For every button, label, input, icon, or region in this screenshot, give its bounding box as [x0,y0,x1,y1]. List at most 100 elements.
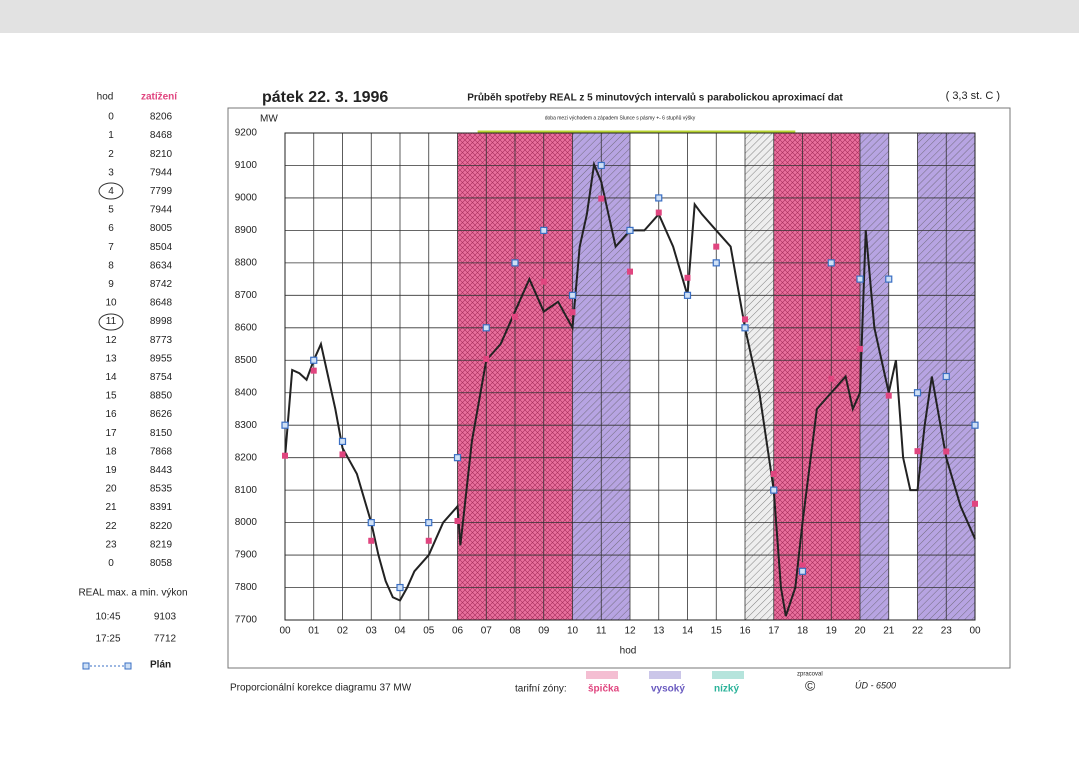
plan-point [367,518,375,527]
x-tick-label: 00 [969,626,981,637]
load-point [282,452,288,459]
plan-point [425,518,433,527]
table-hour: 9 [108,279,114,290]
table-hour: 15 [105,391,117,402]
plan-point [741,324,749,332]
plan-point [655,194,663,202]
load-point [857,345,863,352]
table-hour: 20 [105,484,117,495]
temperature: ( 3,3 st. C ) [946,90,1000,102]
copyright: © [805,678,816,694]
plan-point [683,291,692,299]
table-hour: 22 [105,521,117,532]
extreme-time: 17:25 [95,634,120,645]
y-tick-label: 7800 [235,582,258,593]
code: ÚD - 6500 [855,680,896,690]
plan-point [482,324,490,332]
plan-point [798,567,807,575]
table-load: 8634 [150,260,173,271]
y-tick-label: 8700 [235,290,258,301]
plan-point [511,259,519,267]
load-point [454,517,461,524]
table-hour: 21 [105,502,117,513]
table-hour: 0 [108,558,114,569]
load-point [684,274,691,281]
table-load: 8535 [150,484,173,495]
table-load: 8754 [150,372,173,383]
table-load: 8955 [150,353,173,364]
table-load: 8206 [150,112,173,123]
plan-point [942,372,950,381]
chart-frame [227,107,1011,669]
plan-point [338,437,347,446]
table-load: 8219 [150,539,173,550]
x-tick-label: 07 [481,626,493,637]
table-hour: 17 [105,428,117,439]
correction-note: Proporcionální korekce diagramu 37 MW [230,683,412,694]
processed: zpracoval [797,672,823,678]
chart-title: Průběh spotřeby REAL z 5 minutových inte… [467,92,843,104]
x-tick-label: 13 [653,626,665,637]
load-point [799,562,806,569]
x-label: hod [620,646,637,657]
y-tick-label: 9200 [235,128,258,139]
circle-mark [98,182,124,200]
table-load: 8504 [150,242,173,253]
x-tick-label: 02 [337,626,349,637]
plan-point [626,226,634,234]
plan-point [827,259,835,267]
table-hour: 6 [108,223,114,234]
x-tick-label: 21 [883,626,895,637]
tariff-swatch [649,671,681,679]
load-point [368,537,375,544]
table-load: 7944 [150,205,173,216]
tariff-swatch [586,671,618,679]
table-load: 8773 [150,335,173,346]
y-tick-label: 8800 [235,258,258,269]
table-load: 8058 [150,558,173,569]
x-tick-label: 09 [538,626,550,637]
y-tick-label: 8100 [235,485,258,496]
table-hour: 23 [105,539,117,550]
load-point [713,243,720,250]
plan-point [770,486,778,494]
y-tick-label: 8600 [235,322,258,333]
table-hour: 10 [105,298,117,309]
table-hour: 3 [108,167,114,178]
plan-point [856,275,864,283]
x-tick-label: 03 [366,626,378,637]
plan-point [568,291,577,299]
x-tick-label: 08 [509,626,521,637]
load-point [943,448,950,455]
x-tick-label: 10 [567,626,579,637]
table-hour: 7 [108,242,114,253]
tariff-label: tarifní zóny: [515,684,567,695]
y-tick-label: 8400 [235,387,258,398]
x-tick-label: 16 [739,626,751,637]
plan-point [281,421,289,429]
x-tick-label: 14 [682,626,694,637]
y-unit: MW [260,114,278,125]
tariff-name: vysoký [651,684,685,695]
plot-border [284,132,976,621]
y-tick-label: 8000 [235,517,258,528]
x-tick-label: 01 [308,626,320,637]
x-tick-label: 22 [912,626,924,637]
y-tick-label: 8900 [235,225,258,236]
table-hour: 16 [105,409,117,420]
table-hour: 1 [108,130,114,141]
table-hour: 5 [108,205,114,216]
plan-point [453,454,462,462]
table-hour: 8 [108,260,114,271]
x-tick-label: 00 [279,626,291,637]
table-load: 8742 [150,279,173,290]
load-point [339,451,346,458]
table-hour: 0 [108,112,114,123]
table-load: 8626 [150,409,173,420]
x-tick-label: 19 [826,626,838,637]
plan-point [913,389,922,397]
x-tick-label: 15 [711,626,723,637]
table-hour: 12 [105,335,117,346]
table-load: 8210 [150,149,173,160]
